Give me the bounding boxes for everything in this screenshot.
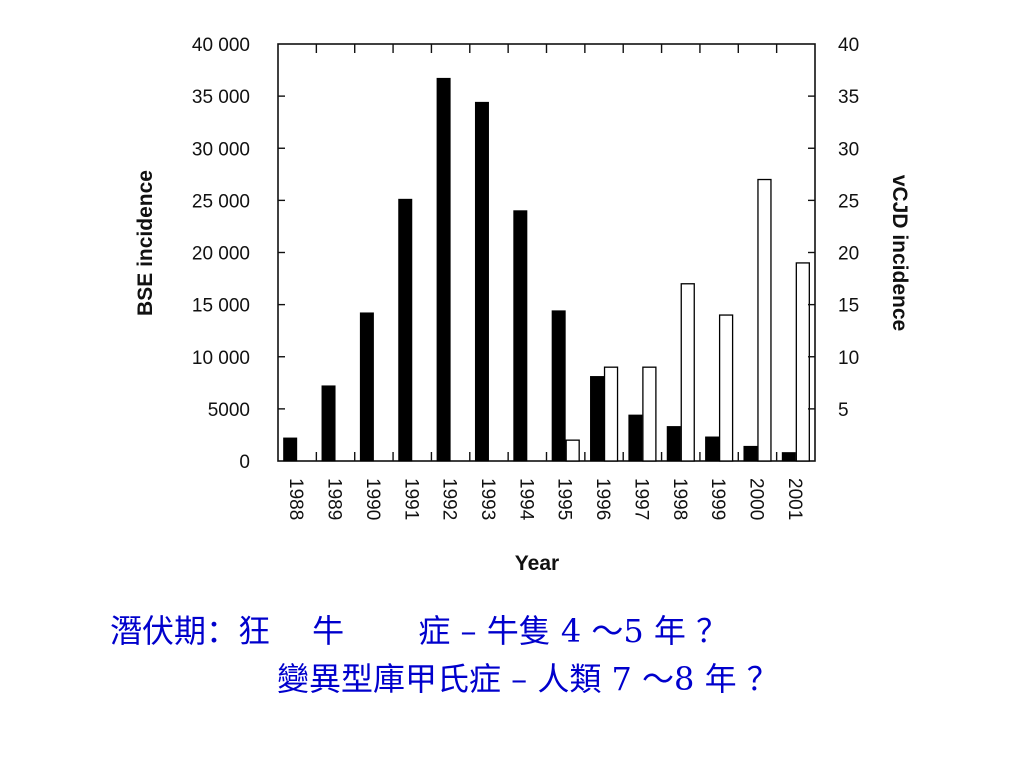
vcjd-bar-1995: [565, 439, 580, 462]
y-left-tick-label: 30 000: [192, 139, 250, 160]
plot-border: [277, 43, 816, 462]
y-left-tick-label: 25 000: [192, 191, 250, 212]
bse-bar-1993: [474, 101, 489, 462]
x-axis-title: Year: [515, 552, 559, 575]
bse-bar-1989: [321, 385, 336, 462]
bse-bar-1996: [590, 376, 605, 462]
x-tick-label-1990: 1990: [362, 478, 383, 520]
x-tick-label-1995: 1995: [554, 478, 575, 520]
bse-bar-1998: [666, 426, 681, 462]
x-tick-label-1999: 1999: [707, 478, 728, 520]
y-right-tick-label: 5: [838, 400, 849, 421]
y-right-axis-title: vCJD incidence: [888, 175, 911, 331]
bse-bar-1994: [513, 210, 528, 462]
bar-chart: 0 5000 10 000 15 000 20 000 25 000 30 000 35 00…: [134, 35, 911, 575]
y-left-tick-label: 15 000: [192, 296, 250, 317]
x-tick-label-1988: 1988: [285, 478, 306, 520]
x-tick-label-1996: 1996: [592, 478, 613, 520]
x-tick-label-1993: 1993: [477, 478, 498, 520]
bse-bar-2001: [781, 452, 796, 462]
vcjd-bar-2000: [757, 178, 772, 462]
x-tick-label-1992: 1992: [439, 478, 460, 520]
bars: [283, 77, 810, 462]
ticks: [278, 44, 815, 461]
bse-bar-1997: [628, 414, 643, 462]
vcjd-bar-1996: [603, 366, 619, 462]
bse-bar-1991: [398, 198, 413, 462]
y-left-tick-label: 40 000: [192, 35, 250, 56]
vcjd-bar-2001: [795, 262, 810, 462]
caption-line-2: 變異型庫甲氏症 – 人類 7 ～8 年 ？: [277, 660, 779, 698]
x-tick-label-1997: 1997: [630, 478, 651, 520]
y-left-tick-label: 35 000: [192, 87, 250, 108]
bse-bar-1988: [283, 437, 298, 462]
x-tick-label-1989: 1989: [324, 478, 345, 520]
vcjd-bar-1997: [642, 366, 657, 462]
caption-line-1: 潛伏期：狂 牛 症 – 牛隻 4 ～5 年 ？: [110, 612, 729, 650]
x-tick-label-1998: 1998: [669, 478, 690, 520]
bse-bar-2000: [743, 445, 758, 462]
x-tick-label-1994: 1994: [515, 478, 536, 521]
plot-frame: [277, 43, 816, 462]
y-left-tick-label: 5000: [208, 400, 250, 421]
y-right-tick-label: 30: [838, 139, 859, 160]
y-right-tick-label: 40: [838, 35, 859, 56]
tick-labels: 0 5000 10 000 15 000 20 000 25 000 30 000 35 00…: [192, 35, 859, 521]
vcjd-bar-1998: [680, 283, 695, 462]
y-right-tick-label: 15: [838, 296, 859, 317]
y-left-tick-label: 20 000: [192, 244, 250, 265]
y-right-tick-label: 20: [838, 244, 859, 265]
bse-bar-1990: [359, 312, 374, 462]
x-tick-label-1991: 1991: [400, 478, 421, 520]
y-right-tick-label: 25: [838, 191, 859, 212]
y-right-tick-label: 10: [838, 348, 859, 369]
y-left-tick-label: 10 000: [192, 348, 250, 369]
x-tick-label-2001: 2001: [784, 478, 805, 520]
bse-bar-1999: [705, 436, 720, 462]
y-left-axis-title: BSE incidence: [134, 170, 157, 316]
vcjd-bar-1999: [718, 314, 734, 462]
bse-bar-1995: [551, 310, 566, 462]
y-right-tick-label: 35: [838, 87, 859, 108]
y-left-tick-label: 0: [239, 452, 250, 473]
bse-bar-1992: [436, 77, 451, 462]
x-tick-label-2000: 2000: [745, 478, 766, 520]
